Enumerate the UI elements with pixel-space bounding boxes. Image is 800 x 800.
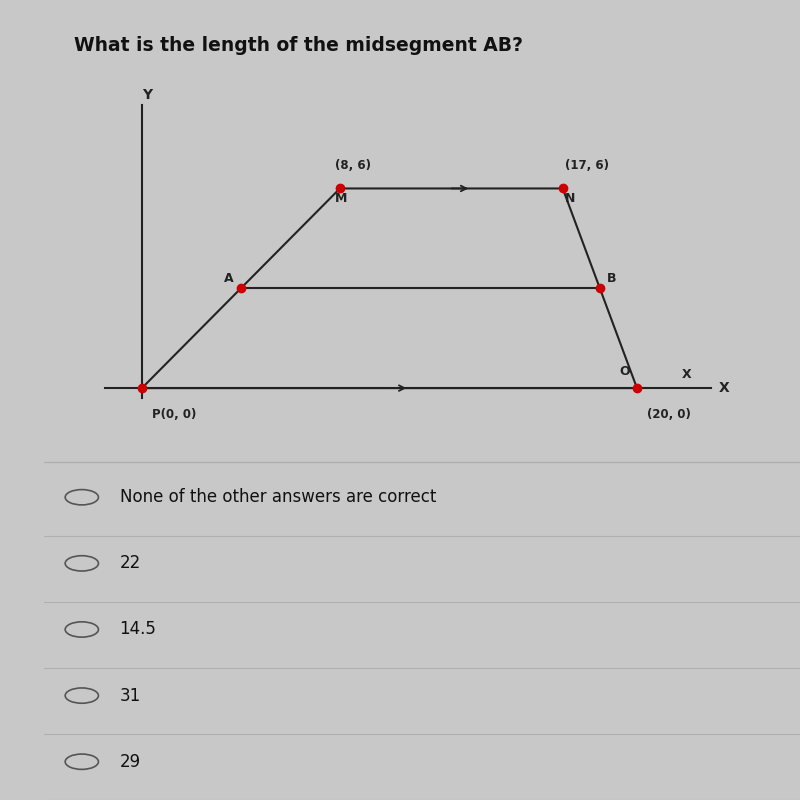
Text: B: B xyxy=(607,272,617,285)
Text: P(0, 0): P(0, 0) xyxy=(152,408,196,421)
Text: None of the other answers are correct: None of the other answers are correct xyxy=(120,488,436,506)
Text: 22: 22 xyxy=(120,554,141,572)
Text: (20, 0): (20, 0) xyxy=(647,408,690,421)
Text: 29: 29 xyxy=(120,753,141,770)
Text: Y: Y xyxy=(142,88,152,102)
Text: (17, 6): (17, 6) xyxy=(565,159,609,172)
Text: X: X xyxy=(682,369,691,382)
Text: A: A xyxy=(224,272,234,285)
Text: What is the length of the midsegment AB?: What is the length of the midsegment AB? xyxy=(74,36,523,55)
Text: X: X xyxy=(718,381,730,395)
Text: N: N xyxy=(565,192,575,205)
Text: (8, 6): (8, 6) xyxy=(335,159,371,172)
Text: 31: 31 xyxy=(120,686,141,705)
Text: M: M xyxy=(335,192,347,205)
Text: 14.5: 14.5 xyxy=(120,621,157,638)
Text: O: O xyxy=(619,365,630,378)
